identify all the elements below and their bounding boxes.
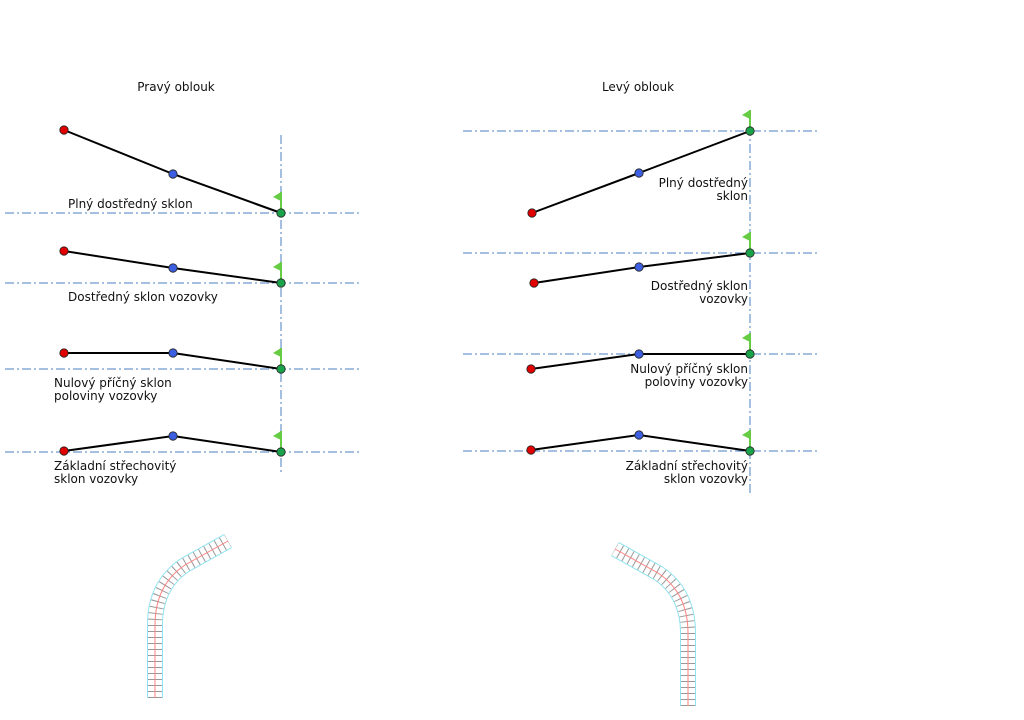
- right-title: Levý oblouk: [602, 80, 674, 94]
- row-label: Dostředný sklon vozovky: [68, 290, 218, 304]
- inner-edge-point: [745, 248, 755, 258]
- inner-edge-point: [276, 208, 286, 218]
- inner-edge-point: [276, 447, 286, 457]
- road-centerline: [154, 540, 229, 698]
- row-label: Nulový příčný sklon: [54, 376, 172, 390]
- road-plans: [147, 534, 696, 706]
- row-label: Plný dostředný: [659, 176, 748, 190]
- outer-edge-point: [526, 364, 536, 374]
- row-label: Základní střechovitý: [54, 459, 176, 473]
- row-label: vozovky: [699, 292, 748, 306]
- center-point: [634, 430, 644, 440]
- row-label: Plný dostředný sklon: [68, 197, 193, 211]
- center-point: [634, 168, 644, 178]
- flag-icon: [273, 431, 281, 440]
- flag-icon: [742, 333, 750, 342]
- road-centerline: [614, 548, 689, 706]
- center-point: [168, 431, 178, 441]
- flag-icon: [273, 262, 281, 271]
- inner-edge-point: [276, 278, 286, 288]
- inner-edge-point: [276, 364, 286, 374]
- row-label: sklon: [717, 189, 748, 203]
- flag-icon: [273, 192, 281, 201]
- outer-edge-point: [59, 446, 69, 456]
- inner-edge-point: [745, 446, 755, 456]
- row-label: poloviny vozovky: [54, 389, 157, 403]
- row-label: Dostředný sklon: [651, 279, 748, 293]
- inner-edge-point: [745, 126, 755, 136]
- road-plan-left-curve: [611, 542, 696, 706]
- left-title: Pravý oblouk: [137, 80, 215, 94]
- outer-edge-point: [59, 125, 69, 135]
- outer-edge-point: [526, 445, 536, 455]
- center-point: [634, 349, 644, 359]
- outer-edge-point: [529, 278, 539, 288]
- outer-edge-point: [527, 208, 537, 218]
- row-label: Základní střechovitý: [626, 459, 748, 473]
- center-point: [168, 348, 178, 358]
- flag-icon: [742, 232, 750, 241]
- left-panel: Plný dostředný sklon Dostředný sklon vozo…: [5, 125, 362, 486]
- outer-edge-point: [59, 348, 69, 358]
- flag-icon: [273, 348, 281, 357]
- flag-icon: [742, 110, 750, 119]
- row-label: sklon vozovky: [664, 472, 748, 486]
- row-label: poloviny vozovky: [645, 375, 748, 389]
- outer-edge-point: [59, 246, 69, 256]
- center-point: [168, 263, 178, 273]
- inner-edge-point: [745, 349, 755, 359]
- center-point: [634, 262, 644, 272]
- road-plan-right-curve: [147, 534, 232, 698]
- flag-icon: [742, 430, 750, 439]
- row-label: Nulový příčný sklon: [630, 362, 748, 376]
- row-label: sklon vozovky: [54, 472, 138, 486]
- center-point: [168, 169, 178, 179]
